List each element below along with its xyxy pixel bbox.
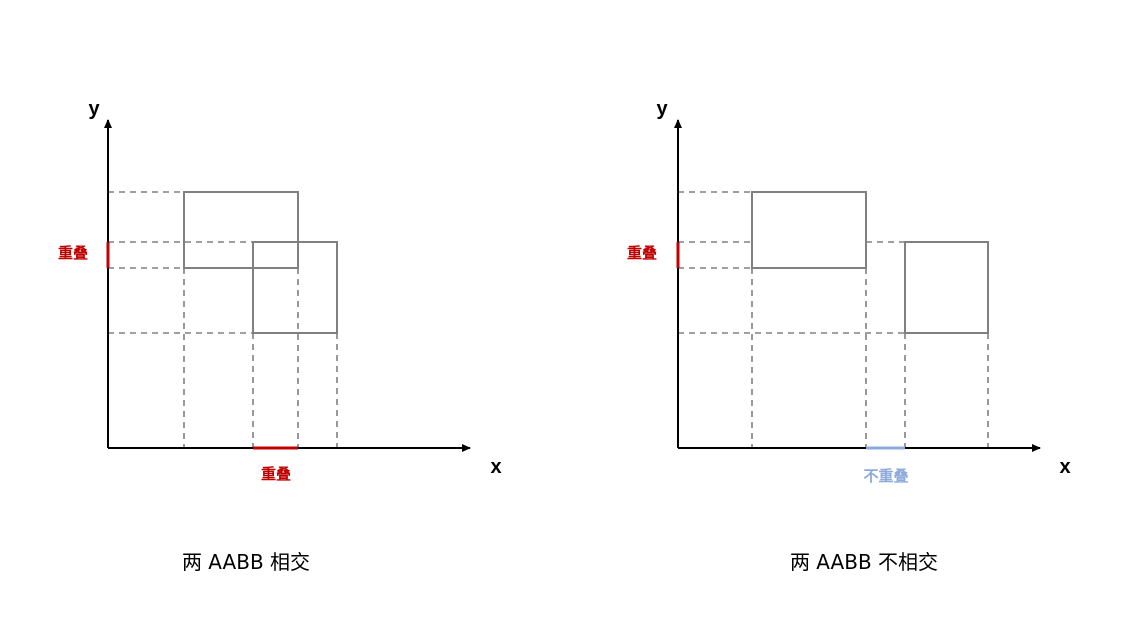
right-y-axis-label: y <box>656 98 668 120</box>
right-y-overlap-label: 重叠 <box>627 244 657 262</box>
right-caption: 两 AABB 不相交 <box>790 550 938 574</box>
left-aabb-b <box>252 241 338 334</box>
left-aabb-a <box>183 191 299 269</box>
left-y-overlap-label: 重叠 <box>58 244 88 262</box>
left-caption: 两 AABB 相交 <box>182 550 310 574</box>
right-guides <box>678 191 989 448</box>
right-x-no-overlap-label: 不重叠 <box>863 467 908 485</box>
left-guides <box>108 191 338 448</box>
right-x-axis-label: x <box>1059 456 1070 478</box>
left-panel: y x 重叠 重叠 两 AABB 相交 <box>58 98 502 574</box>
right-aabb-b <box>904 241 989 334</box>
left-x-overlap-label: 重叠 <box>261 465 291 483</box>
left-x-axis-label: x <box>490 456 501 478</box>
right-aabb-a <box>751 191 867 269</box>
left-y-axis-label: y <box>88 98 100 120</box>
right-panel: y x 重叠 不重叠 两 AABB 不相交 <box>627 98 1071 574</box>
